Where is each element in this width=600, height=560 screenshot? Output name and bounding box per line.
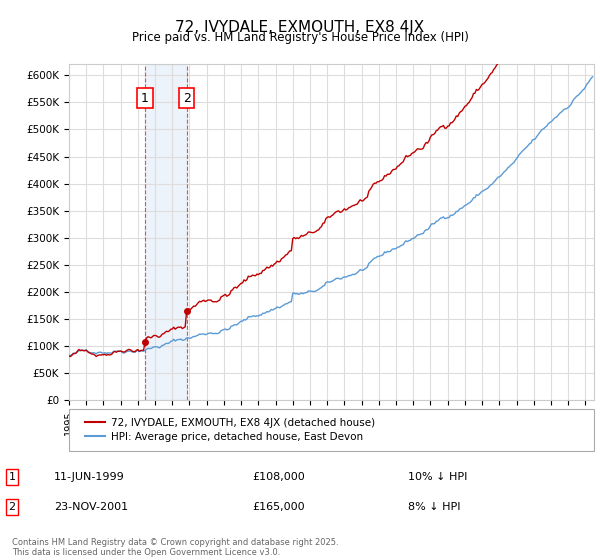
Text: 8% ↓ HPI: 8% ↓ HPI [408,502,461,512]
Text: 11-JUN-1999: 11-JUN-1999 [54,472,125,482]
Text: 2: 2 [182,91,191,105]
Text: Price paid vs. HM Land Registry's House Price Index (HPI): Price paid vs. HM Land Registry's House … [131,31,469,44]
Legend: 72, IVYDALE, EXMOUTH, EX8 4JX (detached house), HPI: Average price, detached hou: 72, IVYDALE, EXMOUTH, EX8 4JX (detached … [79,413,380,447]
Text: Contains HM Land Registry data © Crown copyright and database right 2025.
This d: Contains HM Land Registry data © Crown c… [12,538,338,557]
Text: 10% ↓ HPI: 10% ↓ HPI [408,472,467,482]
Text: 72, IVYDALE, EXMOUTH, EX8 4JX: 72, IVYDALE, EXMOUTH, EX8 4JX [175,20,425,35]
Text: 1: 1 [8,472,16,482]
Text: 23-NOV-2001: 23-NOV-2001 [54,502,128,512]
Text: £108,000: £108,000 [252,472,305,482]
Text: 1: 1 [141,91,149,105]
Text: 2: 2 [8,502,16,512]
FancyBboxPatch shape [69,409,594,451]
Bar [145,64,187,400]
Text: £165,000: £165,000 [252,502,305,512]
